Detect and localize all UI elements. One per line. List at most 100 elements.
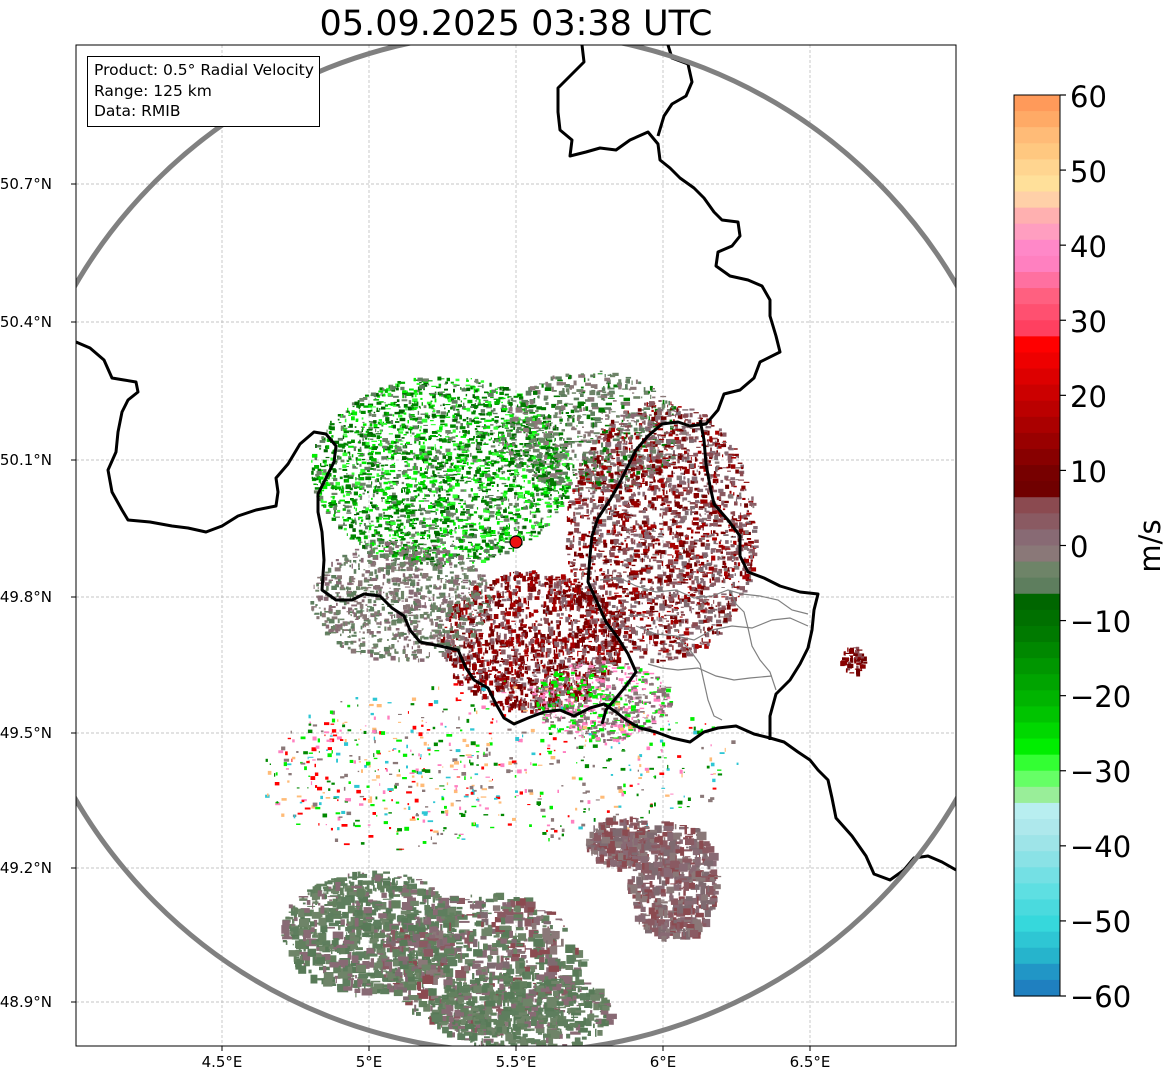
echo-pixel xyxy=(556,403,559,406)
echo-pixel xyxy=(678,569,684,573)
echo-pixel xyxy=(736,544,740,549)
echo-pixel xyxy=(659,513,662,517)
echo-pixel xyxy=(480,438,486,440)
echo-pixel xyxy=(548,442,551,446)
echo-pixel xyxy=(746,579,753,583)
echo-pixel xyxy=(605,451,610,455)
echo-pixel xyxy=(711,624,716,626)
echo-pixel xyxy=(590,487,596,490)
echo-pixel xyxy=(615,494,620,499)
echo-pixel xyxy=(721,500,725,506)
echo-pixel xyxy=(469,524,474,528)
echo-pixel xyxy=(659,582,664,585)
echo-pixel xyxy=(698,605,704,611)
echo-pixel xyxy=(439,426,443,431)
echo-pixel xyxy=(593,374,595,377)
echo-pixel xyxy=(414,440,417,444)
echo-pixel xyxy=(499,391,504,395)
echo-pixel xyxy=(428,556,435,561)
echo-pixel xyxy=(319,498,322,501)
echo-pixel xyxy=(450,519,455,523)
echo-pixel xyxy=(691,643,696,648)
echo-pixel xyxy=(491,554,497,556)
echo-pixel xyxy=(611,605,616,608)
echo-pixel xyxy=(396,428,401,430)
echo-pixel xyxy=(540,414,545,417)
echo-pixel xyxy=(580,515,583,519)
echo-pixel xyxy=(372,461,377,466)
echo-pixel xyxy=(501,387,504,389)
echo-pixel xyxy=(364,445,371,449)
echo-pixel xyxy=(384,478,390,480)
echo-pixel xyxy=(607,558,612,563)
echo-pixel xyxy=(342,468,348,471)
echo-pixel xyxy=(468,504,475,506)
echo-pixel xyxy=(711,489,718,493)
echo-pixel xyxy=(546,491,551,494)
echo-pixel xyxy=(651,536,656,539)
echo-pixel xyxy=(550,446,553,449)
echo-pixel xyxy=(390,456,395,460)
echo-pixel xyxy=(542,473,548,478)
echo-pixel xyxy=(565,476,570,480)
echo-pixel xyxy=(383,511,385,515)
echo-pixel xyxy=(426,547,432,550)
echo-pixel xyxy=(643,523,646,528)
echo-pixel xyxy=(649,454,652,460)
echo-pixel xyxy=(677,406,682,408)
echo-pixel xyxy=(311,467,316,471)
echo-pixel xyxy=(711,567,718,573)
echo-pixel xyxy=(405,431,409,434)
echo-pixel xyxy=(411,432,415,435)
echo-pixel xyxy=(605,418,610,420)
echo-pixel xyxy=(694,531,700,534)
echo-pixel xyxy=(434,530,440,534)
echo-pixel xyxy=(381,498,383,502)
echo-pixel xyxy=(662,595,665,600)
echo-pixel xyxy=(410,414,415,416)
echo-pixel xyxy=(621,419,624,423)
echo-pixel xyxy=(578,392,584,394)
echo-pixel xyxy=(668,659,675,661)
echo-pixel xyxy=(684,535,689,538)
echo-pixel xyxy=(453,388,455,393)
echo-pixel xyxy=(501,473,504,475)
echo-pixel xyxy=(631,564,636,567)
echo-pixel xyxy=(337,509,341,512)
echo-pixel xyxy=(534,417,538,420)
echo-pixel xyxy=(548,425,551,430)
echo-pixel xyxy=(551,403,557,408)
echo-pixel xyxy=(526,469,533,472)
echo-pixel xyxy=(508,532,510,537)
echo-pixel xyxy=(591,470,597,472)
echo-pixel xyxy=(702,517,707,521)
echo-pixel xyxy=(521,486,525,488)
echo-pixel xyxy=(592,578,595,582)
echo-pixel xyxy=(604,465,611,467)
echo-pixel xyxy=(611,411,616,413)
echo-pixel xyxy=(632,615,638,617)
echo-pixel xyxy=(473,405,479,408)
echo-pixel xyxy=(664,550,667,555)
echo-pixel xyxy=(397,381,401,385)
echo-pixel xyxy=(409,415,413,419)
echo-pixel xyxy=(410,426,414,429)
echo-pixel xyxy=(533,474,538,477)
echo-pixel xyxy=(437,462,443,465)
echo-pixel xyxy=(474,496,480,498)
echo-pixel xyxy=(630,434,634,440)
echo-pixel xyxy=(494,449,497,453)
echo-pixel xyxy=(680,472,686,475)
echo-pixel xyxy=(659,625,665,627)
echo-pixel xyxy=(472,394,475,398)
echo-pixel xyxy=(358,474,360,477)
echo-pixel xyxy=(564,495,570,499)
echo-pixel xyxy=(466,422,473,426)
echo-pixel xyxy=(388,426,393,428)
echo-pixel xyxy=(626,420,629,422)
echo-pixel xyxy=(552,432,559,436)
echo-pixel xyxy=(673,419,675,422)
echo-pixel xyxy=(522,468,526,472)
echo-pixel xyxy=(437,539,440,543)
echo-pixel xyxy=(502,539,506,542)
